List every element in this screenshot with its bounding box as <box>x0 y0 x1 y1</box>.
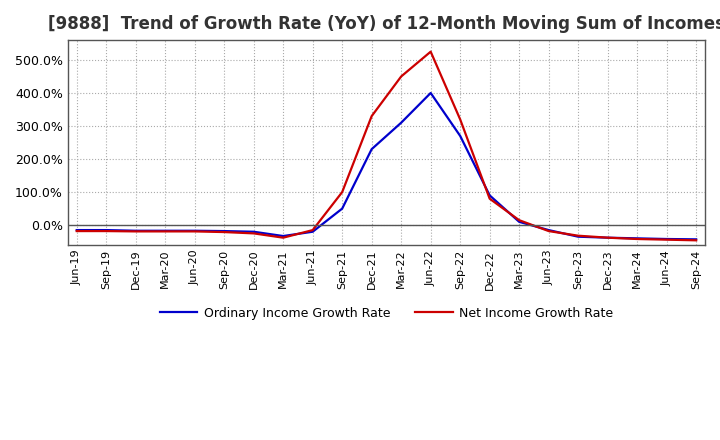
Net Income Growth Rate <box>338 190 346 195</box>
Net Income Growth Rate <box>161 229 169 234</box>
Net Income Growth Rate <box>574 233 582 238</box>
Ordinary Income Growth Rate <box>603 235 612 240</box>
Ordinary Income Growth Rate <box>190 228 199 233</box>
Ordinary Income Growth Rate <box>279 233 287 238</box>
Net Income Growth Rate <box>249 231 258 236</box>
Net Income Growth Rate <box>190 229 199 234</box>
Ordinary Income Growth Rate <box>485 193 494 198</box>
Net Income Growth Rate <box>279 235 287 240</box>
Net Income Growth Rate <box>544 228 553 234</box>
Ordinary Income Growth Rate <box>574 234 582 239</box>
Ordinary Income Growth Rate <box>456 133 464 139</box>
Net Income Growth Rate <box>367 114 376 119</box>
Ordinary Income Growth Rate <box>161 228 169 233</box>
Net Income Growth Rate <box>308 227 317 233</box>
Net Income Growth Rate <box>633 236 642 242</box>
Line: Net Income Growth Rate: Net Income Growth Rate <box>77 51 696 240</box>
Legend: Ordinary Income Growth Rate, Net Income Growth Rate: Ordinary Income Growth Rate, Net Income … <box>155 302 618 325</box>
Ordinary Income Growth Rate <box>131 228 140 233</box>
Net Income Growth Rate <box>102 228 111 234</box>
Net Income Growth Rate <box>456 117 464 122</box>
Net Income Growth Rate <box>692 238 701 243</box>
Ordinary Income Growth Rate <box>338 206 346 211</box>
Ordinary Income Growth Rate <box>662 236 671 242</box>
Ordinary Income Growth Rate <box>220 228 228 234</box>
Title: [9888]  Trend of Growth Rate (YoY) of 12-Month Moving Sum of Incomes: [9888] Trend of Growth Rate (YoY) of 12-… <box>48 15 720 33</box>
Line: Ordinary Income Growth Rate: Ordinary Income Growth Rate <box>77 93 696 239</box>
Net Income Growth Rate <box>426 49 435 54</box>
Ordinary Income Growth Rate <box>249 229 258 235</box>
Net Income Growth Rate <box>662 237 671 242</box>
Ordinary Income Growth Rate <box>515 219 523 224</box>
Ordinary Income Growth Rate <box>308 229 317 235</box>
Net Income Growth Rate <box>73 228 81 234</box>
Net Income Growth Rate <box>220 229 228 235</box>
Ordinary Income Growth Rate <box>426 90 435 95</box>
Net Income Growth Rate <box>131 229 140 234</box>
Net Income Growth Rate <box>485 196 494 202</box>
Ordinary Income Growth Rate <box>397 120 405 125</box>
Net Income Growth Rate <box>603 235 612 240</box>
Ordinary Income Growth Rate <box>367 147 376 152</box>
Net Income Growth Rate <box>515 217 523 223</box>
Ordinary Income Growth Rate <box>73 227 81 233</box>
Net Income Growth Rate <box>397 74 405 79</box>
Ordinary Income Growth Rate <box>544 227 553 233</box>
Ordinary Income Growth Rate <box>633 236 642 241</box>
Ordinary Income Growth Rate <box>102 227 111 233</box>
Ordinary Income Growth Rate <box>692 237 701 242</box>
